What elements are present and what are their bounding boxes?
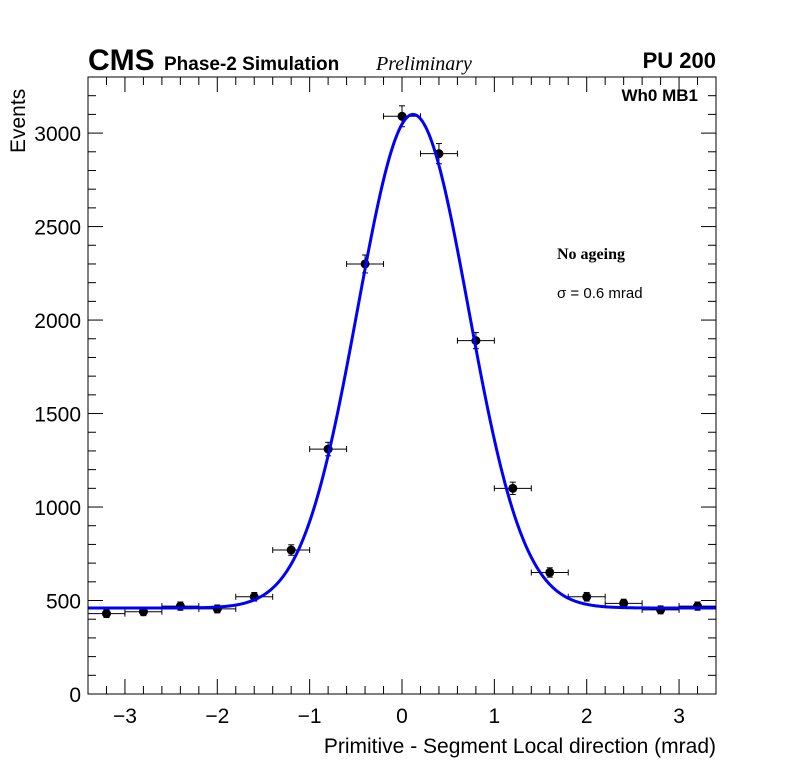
- fit-curve-group: [88, 112, 716, 610]
- data-marker: [619, 598, 629, 608]
- axis-tick-labels: −3 −2 −1 0 1 2 3 0 500 1000 1500 2000 2500 3000: [34, 123, 685, 728]
- pileup-label: PU 200: [643, 48, 716, 73]
- x-tick-label: −1: [298, 705, 322, 728]
- subtitle-label: Phase-2 Simulation: [164, 54, 339, 75]
- data-point: [272, 544, 311, 556]
- cms-label: CMS: [88, 44, 155, 77]
- data-point: [530, 567, 569, 578]
- x-tick-label: 3: [673, 705, 685, 728]
- x-axis-title: Primitive - Segment Local direction (mra…: [324, 735, 716, 758]
- data-point: [493, 481, 532, 496]
- x-tick-label: 1: [489, 705, 501, 728]
- x-tick-label: 0: [396, 705, 408, 728]
- data-marker: [101, 609, 111, 619]
- data-marker: [286, 545, 296, 555]
- resolution-label: σ = 0.6 mrad: [557, 285, 643, 302]
- fit-curve: [88, 112, 716, 610]
- condition-label: No ageing: [557, 246, 625, 263]
- y-tick-label: 0: [69, 684, 81, 707]
- y-tick-label: 3000: [34, 123, 81, 146]
- x-tick-label: −3: [113, 705, 137, 728]
- data-point: [567, 591, 606, 602]
- region-label: Wh0 MB1: [622, 86, 699, 105]
- y-tick-label: 2500: [34, 217, 81, 240]
- data-marker: [545, 567, 555, 577]
- plot-frame: [87, 76, 717, 695]
- status-label: Preliminary: [375, 53, 472, 75]
- data-marker: [508, 483, 518, 493]
- y-tick-label: 1500: [34, 404, 81, 427]
- y-tick-label: 500: [46, 591, 81, 614]
- data-marker: [582, 592, 592, 602]
- y-tick-label: 2000: [34, 310, 81, 333]
- y-tick-label: 1000: [34, 497, 81, 520]
- x-tick-label: −2: [205, 705, 229, 728]
- data-point: [87, 609, 126, 619]
- data-point: [604, 598, 643, 608]
- x-tick-label: 2: [581, 705, 593, 728]
- y-axis-title: Events: [7, 89, 30, 153]
